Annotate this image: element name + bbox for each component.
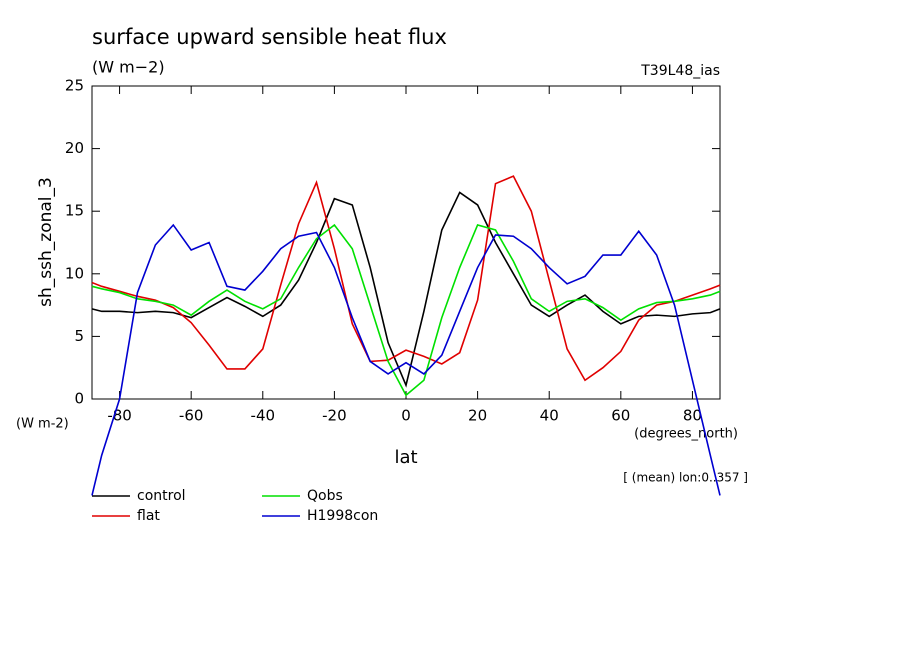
x-tick-label: 20 xyxy=(468,407,487,425)
legend-label: flat xyxy=(137,508,160,524)
x-tick-label: -40 xyxy=(251,407,276,425)
y-tick-label: 10 xyxy=(65,264,84,282)
x-tick-label: 80 xyxy=(683,407,702,425)
x-tick-label: 0 xyxy=(401,407,411,425)
x-axis-label: lat xyxy=(394,447,417,468)
y-tick-label: 5 xyxy=(74,327,84,345)
y-tick-label: 15 xyxy=(65,202,84,220)
series-line xyxy=(91,223,721,397)
run-label: T39L48_ias xyxy=(640,63,720,79)
annotation: [ (mean) lon:0..357 ] xyxy=(623,471,748,485)
x-units: (degrees_north) xyxy=(634,427,738,442)
x-tick-label: -20 xyxy=(322,407,347,425)
x-tick-label: 40 xyxy=(540,407,559,425)
x-tick-label: -80 xyxy=(107,407,132,425)
series-line xyxy=(91,191,721,388)
y-units: (W m-2) xyxy=(16,417,69,432)
chart-title: surface upward sensible heat flux xyxy=(92,25,447,49)
chart-subtitle: (W m−2) xyxy=(92,58,165,77)
legend-label: control xyxy=(137,488,186,504)
legend-label: H1998con xyxy=(307,508,378,524)
y-axis-label: sh_ssh_zonal_3 xyxy=(36,177,56,307)
y-tick-label: 25 xyxy=(65,77,84,95)
y-tick-label: 0 xyxy=(74,390,84,408)
y-tick-label: 20 xyxy=(65,139,84,157)
series-line xyxy=(91,175,721,382)
legend-label: Qobs xyxy=(307,488,343,504)
x-tick-label: -60 xyxy=(179,407,204,425)
x-tick-label: 60 xyxy=(611,407,630,425)
series-line xyxy=(91,223,721,496)
